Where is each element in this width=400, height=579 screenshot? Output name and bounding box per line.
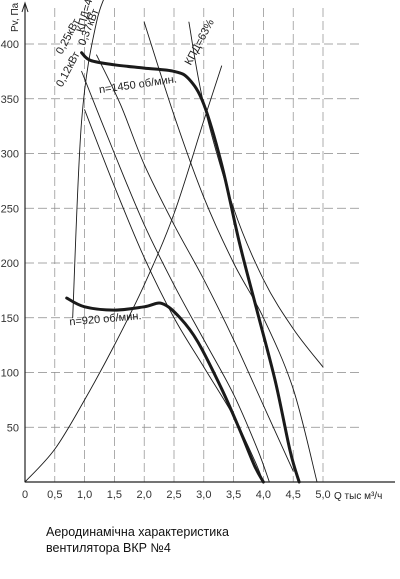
x-tick-label: 1,5 bbox=[107, 489, 122, 501]
curve-n-1450-об-мин- bbox=[80, 51, 301, 484]
curve-0-12квт bbox=[84, 109, 264, 483]
y-tick-label: 200 bbox=[1, 258, 19, 270]
y-tick-label: 150 bbox=[1, 313, 19, 325]
x-tick-label: 3,0 bbox=[196, 489, 211, 501]
y-axis-label: Pv, Па bbox=[10, 2, 21, 32]
curve-0-37квт bbox=[96, 54, 294, 472]
tick-labels: 0 0,5 1,0 1,5 2,0 2,5 3,0 3,5 4,0 4,5 5,0 50 100 150 2… bbox=[1, 39, 331, 501]
x-tick-label: 2,0 bbox=[137, 489, 152, 501]
curve-label: 0,12кВт bbox=[54, 50, 83, 89]
x-tick-label: 0 bbox=[22, 489, 28, 501]
curve-label: КПД=63% bbox=[183, 17, 217, 67]
curve-ny-0-75квт bbox=[188, 21, 324, 368]
curve-label: n=1450 об/мин. bbox=[98, 73, 177, 96]
chart-caption: Аеродинамічна характеристика вентилятора… bbox=[46, 524, 229, 556]
curves bbox=[24, 0, 324, 484]
x-tick-label: 1,0 bbox=[77, 489, 92, 501]
x-tick-label: 5,0 bbox=[315, 489, 330, 501]
x-tick-label: 4,0 bbox=[256, 489, 271, 501]
caption-line-1: Аеродинамічна характеристика bbox=[46, 525, 229, 539]
grid bbox=[25, 8, 360, 482]
x-tick-label: 0,5 bbox=[47, 489, 62, 501]
curve-0-25квт bbox=[81, 70, 270, 483]
axes bbox=[21, 1, 395, 483]
curve-label: n=920 об/мин. bbox=[69, 310, 142, 328]
y-tick-label: 350 bbox=[1, 94, 19, 106]
curve-labels: n=1450 об/мин.n=920 об/мин.0,12кВт0,25кВ… bbox=[54, 0, 217, 328]
x-tick-label: 2,5 bbox=[166, 489, 181, 501]
y-tick-label: 50 bbox=[7, 422, 19, 434]
y-tick-label: 300 bbox=[1, 149, 19, 161]
y-tick-label: 250 bbox=[1, 203, 19, 215]
fan-performance-chart: 0 0,5 1,0 1,5 2,0 2,5 3,0 3,5 4,0 4,5 5,0 50 100 150 2… bbox=[1, 0, 395, 502]
curve-кпд-63- bbox=[24, 65, 223, 483]
curve-кпд-40- bbox=[72, 0, 104, 319]
y-tick-label: 100 bbox=[1, 368, 19, 380]
x-tick-label: 3,5 bbox=[226, 489, 241, 501]
y-axis-arrow bbox=[21, 1, 29, 13]
caption-line-2: вентилятора ВКР №4 bbox=[46, 541, 171, 555]
x-tick-label: 4,5 bbox=[286, 489, 301, 501]
curve-0-55квт bbox=[143, 21, 318, 483]
x-axis-label: Q тыс м³/ч bbox=[334, 491, 382, 502]
curve-n-920-об-мин- bbox=[65, 296, 265, 484]
y-tick-label: 400 bbox=[1, 39, 19, 51]
